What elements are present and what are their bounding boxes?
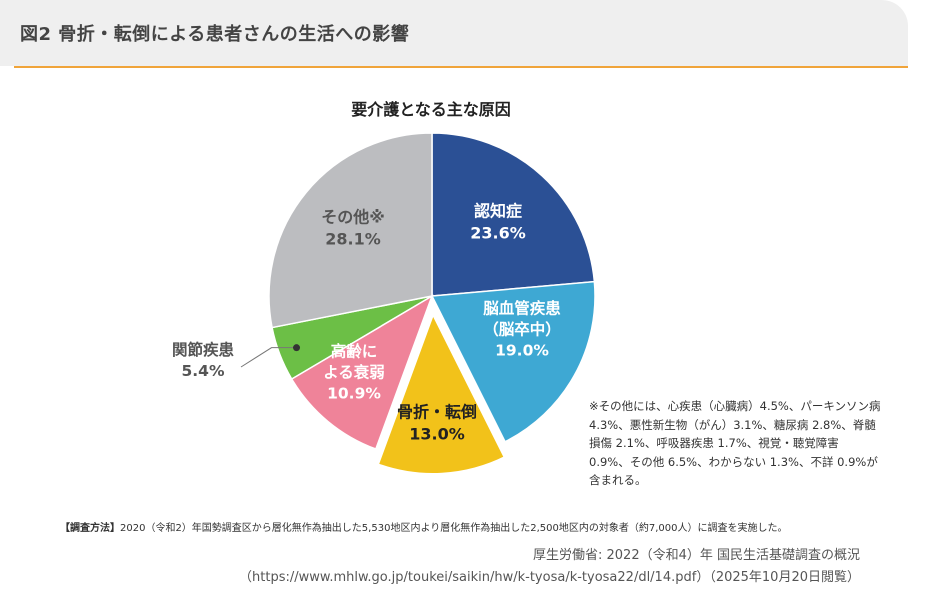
pie-slices <box>268 132 596 477</box>
slice-name-label: （脳卒中） <box>483 320 561 339</box>
slice-value-label: 23.6% <box>470 223 526 242</box>
slice-name-label: 高齢に <box>331 342 378 361</box>
slice-value-label: 19.0% <box>495 341 549 359</box>
pie-slice <box>268 132 433 329</box>
survey-method: 【調査方法】2020（令和2）年国勢調査区から層化無作為抽出した5,530地区内… <box>60 519 788 534</box>
other-causes-note: ※その他には、心疾患（心臓病）4.5%、パーキンソン病 4.3%、悪性新生物（が… <box>589 399 881 487</box>
slice-name-label: よる衰弱 <box>323 363 385 382</box>
header-accent-line <box>14 66 908 68</box>
slice-value-label: 28.1% <box>325 229 381 248</box>
slice-name-label: 骨折・転倒 <box>397 403 477 422</box>
pie-slice <box>290 294 434 450</box>
pie-slice <box>374 306 509 477</box>
figure-header <box>0 0 908 66</box>
slice-name-label: 関節疾患 <box>172 340 235 359</box>
pie-labels: 認知症 23.6% 脳血管疾患 （脳卒中） 19.0% 骨折・転倒 13.0% 高齢による衰弱… <box>172 202 561 444</box>
slice-name-label: 認知症 <box>474 202 522 221</box>
slice-value-label: 5.4% <box>182 362 225 380</box>
source-line-2: （https://www.mhlw.go.jp/toukei/saikin/hw… <box>239 570 860 585</box>
pie-slice <box>430 280 596 443</box>
source-line-1: 厚生労働省: 2022（令和4）年 国民生活基礎調査の概況 <box>533 548 860 563</box>
slice-value-label: 13.0% <box>409 424 465 443</box>
leader-dot <box>293 344 301 352</box>
leader-line <box>240 347 297 368</box>
figure-title: 図2 骨折・転倒による患者さんの生活への影響 <box>20 24 410 45</box>
slice-value-label: 10.9% <box>327 384 381 402</box>
pie-slice <box>431 132 596 297</box>
slice-name-label: その他※ <box>321 208 385 227</box>
source-citation: 厚生労働省: 2022（令和4）年 国民生活基礎調査の概況 （https://w… <box>220 545 860 589</box>
slice-name-label: 脳血管疾患 <box>483 299 561 318</box>
survey-method-label: 【調査方法】 <box>60 523 120 534</box>
chart-title: 要介護となる主な原因 <box>351 100 511 119</box>
survey-method-text: 2020（令和2）年国勢調査区から層化無作為抽出した5,530地区内より層化無作… <box>120 523 788 534</box>
